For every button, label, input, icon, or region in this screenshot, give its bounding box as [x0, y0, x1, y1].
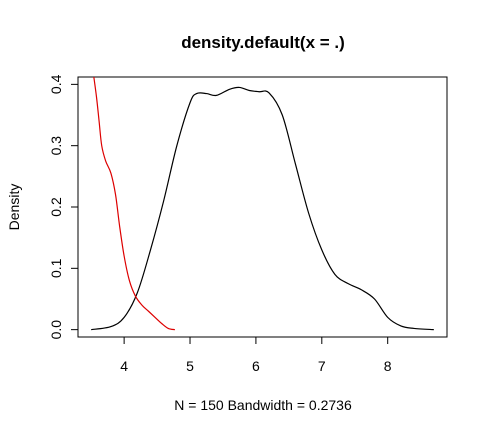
- y-axis-label: Density: [6, 184, 22, 231]
- x-axis-label: N = 150 Bandwidth = 0.2736: [174, 397, 352, 413]
- density-line-1: [91, 86, 434, 331]
- y-axis: 0.0 0.1 0.2 0.3 0.4: [48, 74, 79, 340]
- y-tick-label: 0.1: [48, 258, 64, 278]
- x-axis: 4 5 6 7 8: [120, 336, 392, 374]
- y-tick-label: 0.3: [48, 136, 64, 156]
- y-tick-label: 0.0: [48, 320, 64, 340]
- x-tick-label: 6: [252, 358, 260, 374]
- x-tick-label: 4: [120, 358, 128, 374]
- x-tick-label: 5: [186, 358, 194, 374]
- chart-title: density.default(x = .): [181, 33, 345, 52]
- x-tick-label: 7: [318, 358, 326, 374]
- y-tick-label: 0.4: [48, 74, 64, 94]
- plot-box: [77, 76, 448, 338]
- x-tick-label: 8: [384, 358, 392, 374]
- series-layer: [91, 77, 434, 331]
- density-line-2: [93, 77, 175, 331]
- y-tick-label: 0.2: [48, 197, 64, 217]
